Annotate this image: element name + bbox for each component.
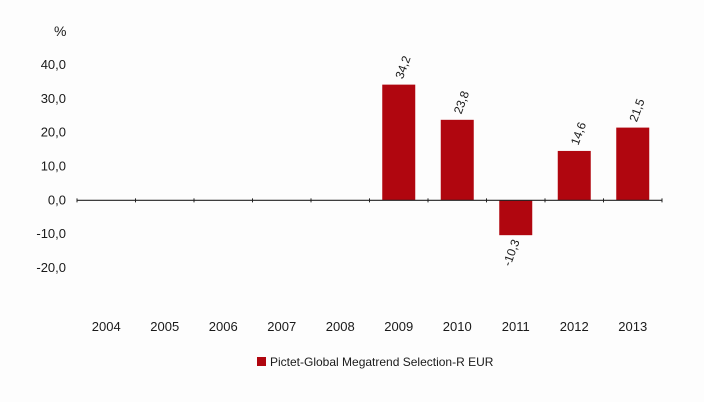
x-tick-label: 2006 — [209, 319, 238, 334]
x-tick-label: 2007 — [267, 319, 296, 334]
bar-2011 — [499, 200, 533, 236]
x-tick-label: 2008 — [326, 319, 355, 334]
legend-label: Pictet-Global Megatrend Selection-R EUR — [270, 355, 494, 369]
y-tick-label: -20,0 — [36, 260, 66, 275]
x-axis — [76, 198, 663, 203]
y-tick-label: 10,0 — [41, 159, 66, 174]
x-tick-label: 2010 — [443, 319, 472, 334]
x-tick-label: 2009 — [384, 319, 413, 334]
x-tick-label: 2011 — [502, 319, 530, 334]
bar-2012 — [557, 150, 591, 201]
bars — [382, 84, 650, 236]
y-tick-label: 40,0 — [41, 57, 66, 72]
y-tick-label: 0,0 — [48, 192, 66, 207]
data-label: -10,3 — [500, 237, 523, 268]
legend: Pictet-Global Megatrend Selection-R EUR — [257, 355, 494, 369]
bar-2010 — [440, 119, 474, 201]
legend-swatch — [257, 357, 266, 366]
data-label: 23,8 — [451, 89, 472, 116]
x-tick-label: 2005 — [150, 319, 179, 334]
x-tick-label: 2004 — [92, 319, 121, 334]
bar-2013 — [616, 127, 650, 201]
y-axis-ticks: 40,0 30,0 20,0 10,0 0,0 -10,0 -20,0 — [36, 57, 66, 275]
x-tick-label: 2013 — [618, 319, 647, 334]
bar-2009 — [382, 84, 416, 201]
data-label: 34,2 — [392, 54, 413, 81]
y-tick-label: 20,0 — [41, 125, 66, 140]
x-axis-ticks: 2004 2005 2006 2007 2008 2009 2010 2011 2012 2013 — [92, 319, 647, 334]
y-unit-label: % — [54, 23, 66, 39]
x-tick-label: 2012 — [560, 319, 589, 334]
data-label: 21,5 — [626, 97, 647, 124]
data-labels: 34,2 23,8 -10,3 14,6 21,5 — [392, 54, 647, 268]
y-tick-label: -10,0 — [36, 226, 66, 241]
y-tick-label: 30,0 — [41, 91, 66, 106]
data-label: 14,6 — [568, 120, 589, 147]
